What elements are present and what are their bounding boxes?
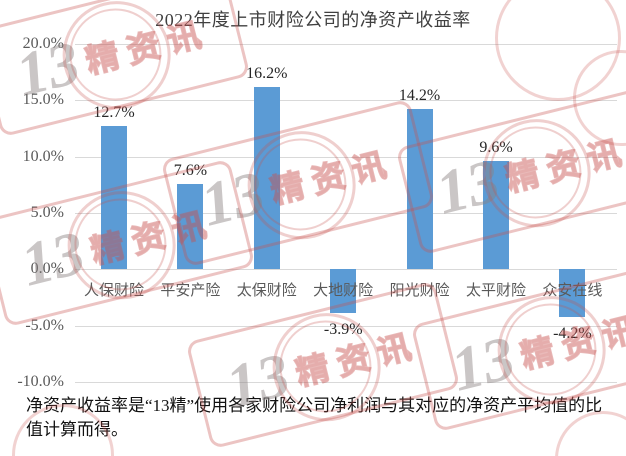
gridline [75, 325, 617, 327]
gridline [75, 382, 617, 384]
y-axis-tick: 20.0% [22, 34, 64, 52]
watermark-number: 13 [444, 323, 522, 405]
bar [330, 269, 357, 314]
bar [406, 109, 433, 270]
watermark-text: 精资讯 [266, 143, 399, 211]
gridline [75, 212, 617, 214]
bar-value-label: 9.6% [479, 139, 513, 156]
gridline [75, 156, 617, 158]
y-axis-tick: -5.0% [25, 316, 64, 334]
category-label: 太保财险 [236, 283, 297, 299]
y-axis-tick: 0.0% [30, 260, 64, 278]
y-axis-tick: 5.0% [30, 203, 64, 221]
bar-value-label: 16.2% [246, 64, 288, 82]
bar [177, 183, 204, 270]
bar [559, 269, 586, 317]
bar [253, 86, 280, 270]
bar [101, 126, 127, 270]
category-label: 众安在线 [542, 283, 603, 299]
bar-value-label: -4.2% [553, 324, 592, 342]
watermark-stamp: 13 精资讯 [0, 158, 256, 328]
bar-value-label: 7.6% [173, 161, 208, 179]
bar-value-label: 12.7% [93, 104, 135, 122]
category-label: 太平财险 [465, 283, 526, 299]
category-label: 平安产险 [160, 283, 221, 299]
y-axis-tick: -10.0% [17, 373, 64, 391]
bar [483, 161, 509, 270]
category-label: 阳光财险 [389, 283, 450, 299]
y-axis-tick: 10.0% [22, 147, 64, 165]
bar-value-label: -3.9% [323, 321, 363, 339]
y-axis-tick: 15.0% [22, 91, 64, 109]
category-label: 大地财险 [313, 283, 374, 299]
chart-title: 2022年度上市财险公司的净资产收益率 [155, 10, 471, 30]
stamp-ring-partial-icon [573, 50, 626, 146]
gridline [75, 100, 617, 102]
watermark-text: 精资讯 [501, 131, 626, 199]
bar-value-label: 14.2% [398, 87, 441, 105]
footnote: 净资产收益率是“13精”使用各家财险公司净利润与其对应的净资产平均值的比值计算而… [26, 396, 603, 439]
gridline [75, 43, 617, 45]
stamp-ring-icon [494, 293, 607, 406]
category-label: 人保财险 [83, 283, 144, 299]
